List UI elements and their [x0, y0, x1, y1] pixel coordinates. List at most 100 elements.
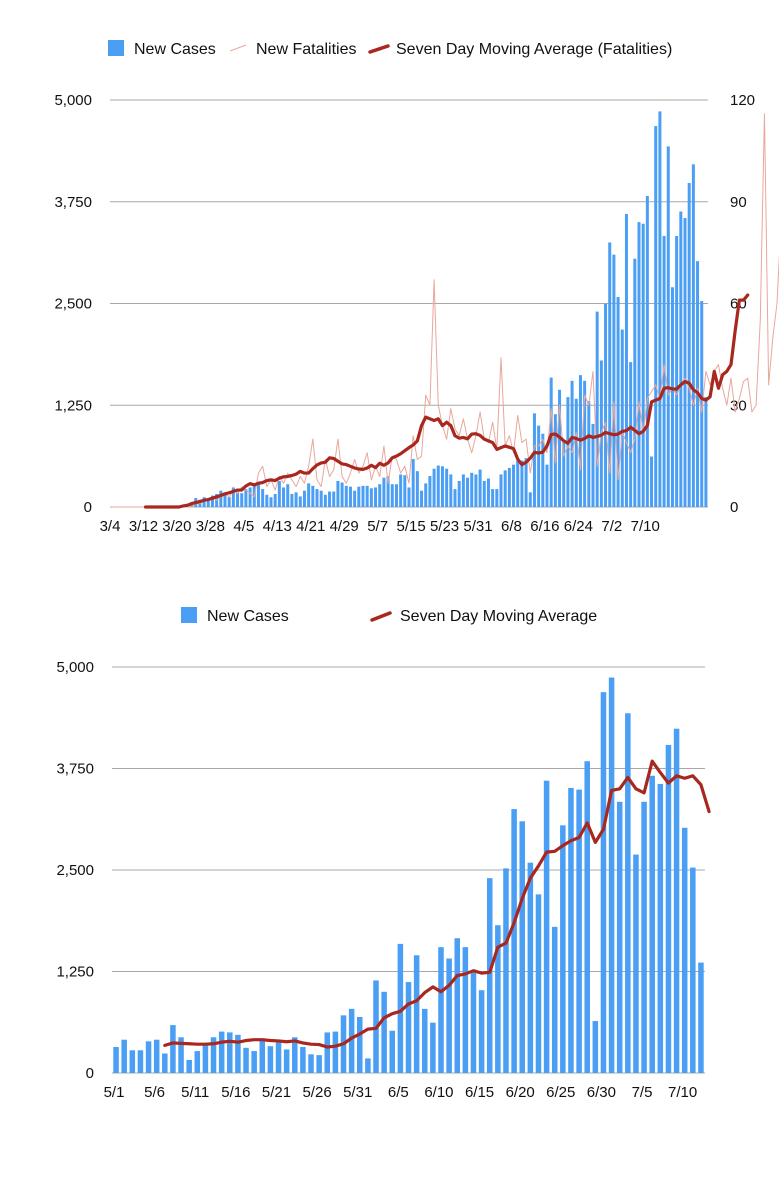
bar-new-cases	[641, 801, 647, 1073]
legend-label-moving-average: Seven Day Moving Average	[400, 608, 597, 625]
bar-new-cases	[665, 744, 672, 1073]
bar-new-cases	[449, 474, 453, 507]
bar-new-cases	[591, 423, 595, 507]
bar-new-cases	[532, 413, 536, 507]
legend-swatch-new-cases	[108, 40, 124, 56]
y-tick-label: 1,250	[56, 964, 94, 981]
chart2-lines	[163, 759, 711, 1049]
x-tick-label: 5/21	[262, 1084, 291, 1101]
bar-new-cases	[421, 1008, 428, 1073]
bar-new-cases	[235, 1034, 241, 1073]
bar-new-cases	[397, 943, 404, 1073]
bar-new-cases	[311, 485, 315, 507]
y-tick-label: 1,250	[54, 397, 92, 414]
chart-cases-and-fatalities: New Cases New Fatalities Seven Day Movin…	[54, 40, 779, 535]
legend-swatch-new-cases	[181, 607, 197, 623]
bar-new-cases	[633, 854, 639, 1073]
bar-new-cases	[608, 677, 615, 1073]
line-seven-day-moving-average	[163, 759, 711, 1049]
bar-new-cases	[308, 1054, 314, 1073]
bar-new-cases	[633, 258, 637, 507]
bar-new-cases	[612, 254, 616, 507]
bar-new-cases	[691, 164, 695, 507]
y-tick-label: 0	[86, 1065, 94, 1082]
bar-new-cases	[227, 1032, 233, 1073]
legend-swatch-moving-average	[370, 611, 392, 622]
bar-new-cases	[495, 925, 501, 1073]
bar-new-cases	[604, 303, 608, 507]
bar-new-cases	[386, 476, 390, 507]
bar-new-cases	[210, 495, 214, 507]
bar-new-cases	[516, 460, 520, 507]
bar-new-cases	[206, 498, 210, 507]
x-tick-label: 5/26	[302, 1084, 331, 1101]
bar-new-cases	[658, 111, 662, 508]
bar-new-cases	[687, 183, 691, 507]
x-tick-label: 5/1	[104, 1084, 125, 1101]
bar-new-cases	[512, 464, 516, 507]
y-tick-label: 0	[84, 499, 92, 516]
bar-new-cases	[394, 484, 398, 507]
bar-new-cases	[282, 487, 286, 507]
bar-new-cases	[129, 1050, 136, 1073]
bar-new-cases	[583, 380, 587, 507]
bar-new-cases	[454, 938, 461, 1073]
x-tick-label: 6/10	[424, 1084, 453, 1101]
y2-tick-label: 120	[730, 92, 755, 109]
bar-new-cases	[248, 487, 252, 507]
bar-new-cases	[511, 809, 517, 1073]
bar-new-cases	[251, 1051, 257, 1073]
bar-new-cases	[478, 990, 485, 1073]
x-tick-label: 5/31	[463, 518, 492, 535]
bar-new-cases	[378, 484, 382, 507]
bar-new-cases	[568, 787, 574, 1073]
bar-new-cases	[210, 1037, 217, 1073]
y-tick-label: 2,500	[56, 862, 94, 879]
bar-new-cases	[637, 222, 641, 507]
legend-label-moving-average-fatalities: Seven Day Moving Average (Fatalities)	[396, 41, 672, 58]
bar-new-cases	[457, 480, 461, 507]
bar-new-cases	[503, 868, 509, 1073]
bar-new-cases	[438, 947, 444, 1073]
bar-new-cases	[696, 261, 700, 507]
x-tick-label: 5/16	[221, 1084, 250, 1101]
bar-new-cases	[153, 1039, 160, 1073]
bar-new-cases	[356, 1016, 363, 1073]
x-tick-label: 4/29	[330, 518, 359, 535]
bar-new-cases	[486, 478, 490, 507]
bar-new-cases	[223, 494, 227, 507]
chart1-lines	[111, 113, 779, 509]
bar-new-cases	[137, 1050, 144, 1073]
chart-cases-since-may: New Cases Seven Day Moving Average 0 1,25…	[56, 607, 711, 1101]
bar-new-cases	[470, 971, 477, 1073]
bar-new-cases	[645, 196, 649, 507]
bar-new-cases	[486, 878, 493, 1073]
bar-new-cases	[121, 1039, 127, 1073]
x-tick-label: 3/28	[196, 518, 225, 535]
y2-tick-label: 90	[730, 194, 747, 211]
x-tick-label: 6/25	[546, 1084, 575, 1101]
chart1-left-axis-ticks: 0 1,250 2,500 3,750 5,000	[54, 92, 92, 516]
bar-new-cases	[413, 955, 420, 1073]
bar-new-cases	[357, 486, 361, 507]
bar-new-cases	[162, 1053, 168, 1073]
bar-new-cases	[374, 487, 378, 507]
x-tick-label: 7/2	[601, 518, 622, 535]
bar-new-cases	[662, 235, 666, 508]
bar-new-cases	[348, 486, 352, 507]
x-tick-label: 5/11	[181, 1084, 209, 1101]
bar-new-cases	[290, 493, 294, 507]
bar-new-cases	[353, 490, 357, 507]
bar-new-cases	[666, 146, 670, 507]
x-tick-label: 5/6	[144, 1084, 165, 1101]
bar-new-cases	[178, 1037, 184, 1073]
bar-new-cases	[389, 1030, 396, 1073]
bar-new-cases	[700, 301, 704, 507]
legend-swatch-new-fatalities	[229, 44, 247, 52]
bar-new-cases	[348, 1008, 355, 1073]
bar-new-cases	[269, 497, 273, 507]
bar-new-cases	[624, 213, 628, 507]
bar-new-cases	[673, 728, 680, 1073]
bar-new-cases	[654, 126, 658, 507]
